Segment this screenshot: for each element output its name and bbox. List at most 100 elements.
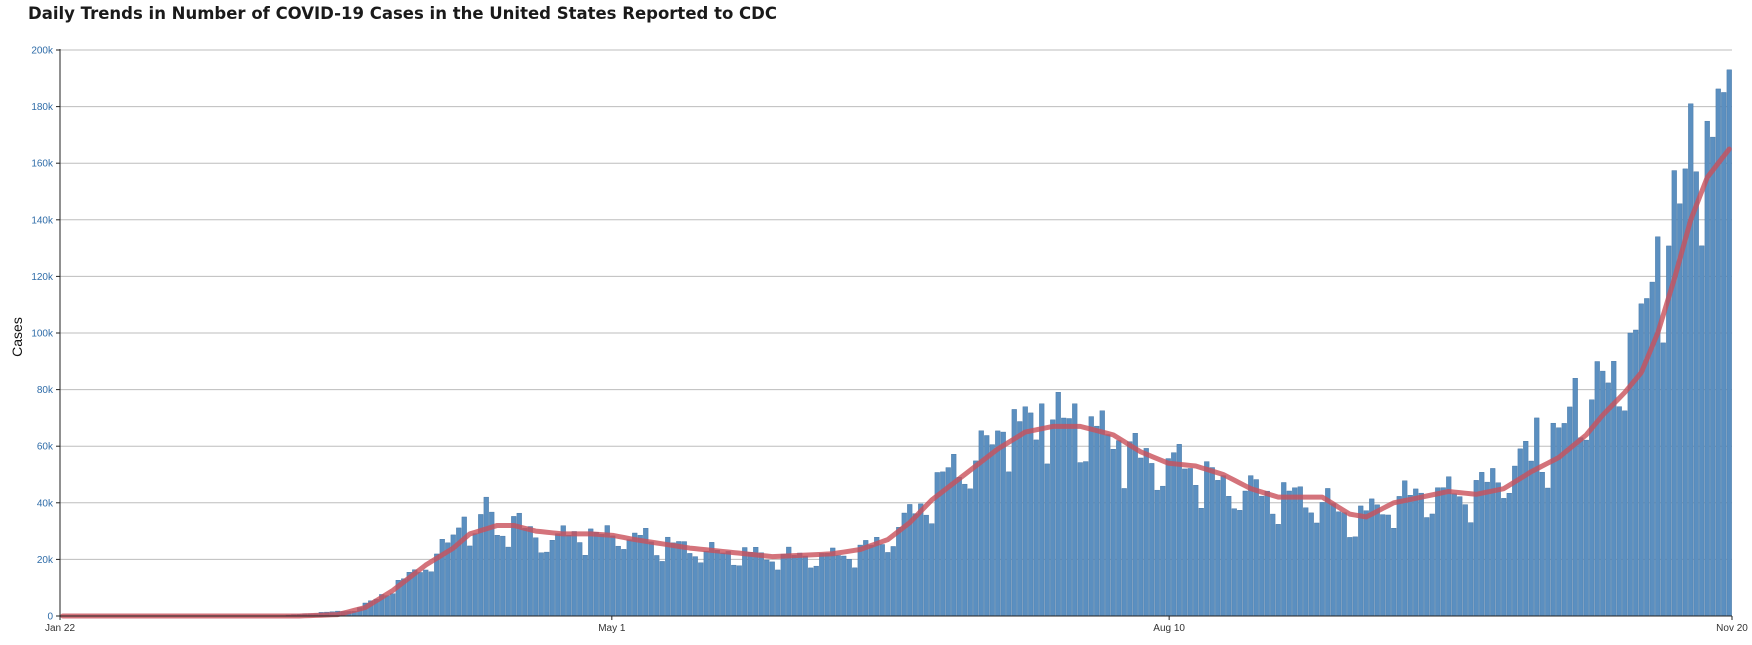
bar xyxy=(615,545,621,617)
bar xyxy=(538,552,544,617)
bar xyxy=(571,531,577,617)
bar xyxy=(428,571,434,617)
bar xyxy=(1457,496,1463,617)
bar xyxy=(637,535,643,617)
bar xyxy=(1721,92,1727,617)
bar xyxy=(1182,468,1188,617)
bar xyxy=(533,537,539,617)
bar xyxy=(1061,417,1067,617)
y-tick-label: 0 xyxy=(47,612,53,623)
bar xyxy=(1105,434,1111,617)
bar xyxy=(1110,449,1116,617)
bar xyxy=(1523,441,1529,617)
bar xyxy=(1374,504,1380,617)
bar xyxy=(1512,465,1518,617)
bar xyxy=(1583,439,1589,617)
bar xyxy=(1484,481,1490,617)
bar xyxy=(714,550,720,617)
bar xyxy=(1495,482,1501,617)
bar xyxy=(1644,298,1650,617)
bar xyxy=(962,483,968,617)
bar xyxy=(676,541,682,617)
bar xyxy=(1440,487,1446,617)
moving-average-path xyxy=(60,146,1732,619)
bar xyxy=(1347,537,1353,617)
bar xyxy=(1083,461,1089,617)
bar xyxy=(1572,378,1578,617)
bar xyxy=(1655,236,1661,617)
bar xyxy=(1649,281,1655,617)
bar xyxy=(1539,472,1545,617)
bar xyxy=(780,553,786,617)
bar xyxy=(1176,444,1182,617)
y-axis-label: Cases xyxy=(9,317,25,357)
bar xyxy=(1077,462,1083,617)
y-tick-label: 20k xyxy=(37,555,54,566)
bar xyxy=(1044,463,1050,617)
bar xyxy=(1473,480,1479,617)
bar xyxy=(1286,490,1292,617)
bar xyxy=(1028,412,1034,617)
bar xyxy=(1039,403,1045,617)
bar xyxy=(654,555,660,617)
bar xyxy=(1319,502,1325,617)
bar xyxy=(467,545,473,617)
bar xyxy=(731,564,737,617)
bar xyxy=(560,525,566,617)
bar xyxy=(522,528,528,617)
bar xyxy=(1633,329,1639,617)
bar xyxy=(577,542,583,617)
bar xyxy=(1660,342,1666,617)
bar xyxy=(1688,103,1694,617)
bar xyxy=(1259,495,1265,617)
bar xyxy=(1121,488,1127,617)
bar xyxy=(1314,522,1320,617)
bar xyxy=(1116,440,1122,617)
bar xyxy=(1638,303,1644,617)
bar xyxy=(1094,425,1100,617)
bar xyxy=(593,531,599,617)
bar xyxy=(1435,487,1441,617)
bar xyxy=(896,527,902,617)
bar xyxy=(874,537,880,617)
bar xyxy=(1594,361,1600,617)
bar xyxy=(692,556,698,617)
bar xyxy=(929,523,935,617)
x-tick-label: May 1 xyxy=(598,623,626,634)
bar xyxy=(423,569,429,617)
bar xyxy=(1506,492,1512,617)
bar xyxy=(1193,485,1199,617)
bar xyxy=(582,555,588,617)
bar xyxy=(747,552,753,617)
bar xyxy=(621,549,627,617)
bar xyxy=(885,552,891,617)
bar xyxy=(1154,489,1160,617)
bar xyxy=(1165,458,1171,617)
bar xyxy=(626,539,632,617)
bar xyxy=(1033,439,1039,617)
bar xyxy=(863,540,869,617)
bar xyxy=(923,514,929,617)
bar xyxy=(1380,514,1386,617)
y-tick-label: 140k xyxy=(31,215,54,226)
bar xyxy=(1468,522,1474,617)
bar xyxy=(1303,507,1309,617)
bar xyxy=(879,544,885,617)
bar xyxy=(1616,406,1622,617)
bar xyxy=(610,535,616,617)
x-tick-label: Nov 20 xyxy=(1716,623,1748,634)
bar xyxy=(956,477,962,617)
bar xyxy=(846,559,852,617)
bar xyxy=(775,569,781,617)
bar xyxy=(1418,492,1424,617)
bar xyxy=(1336,511,1342,617)
bar xyxy=(1198,508,1204,617)
bar xyxy=(824,553,830,617)
bar xyxy=(951,454,957,617)
bar xyxy=(1545,487,1551,617)
bar xyxy=(670,542,676,617)
bar xyxy=(1231,508,1237,617)
bar xyxy=(1138,457,1144,617)
bar xyxy=(725,551,731,617)
